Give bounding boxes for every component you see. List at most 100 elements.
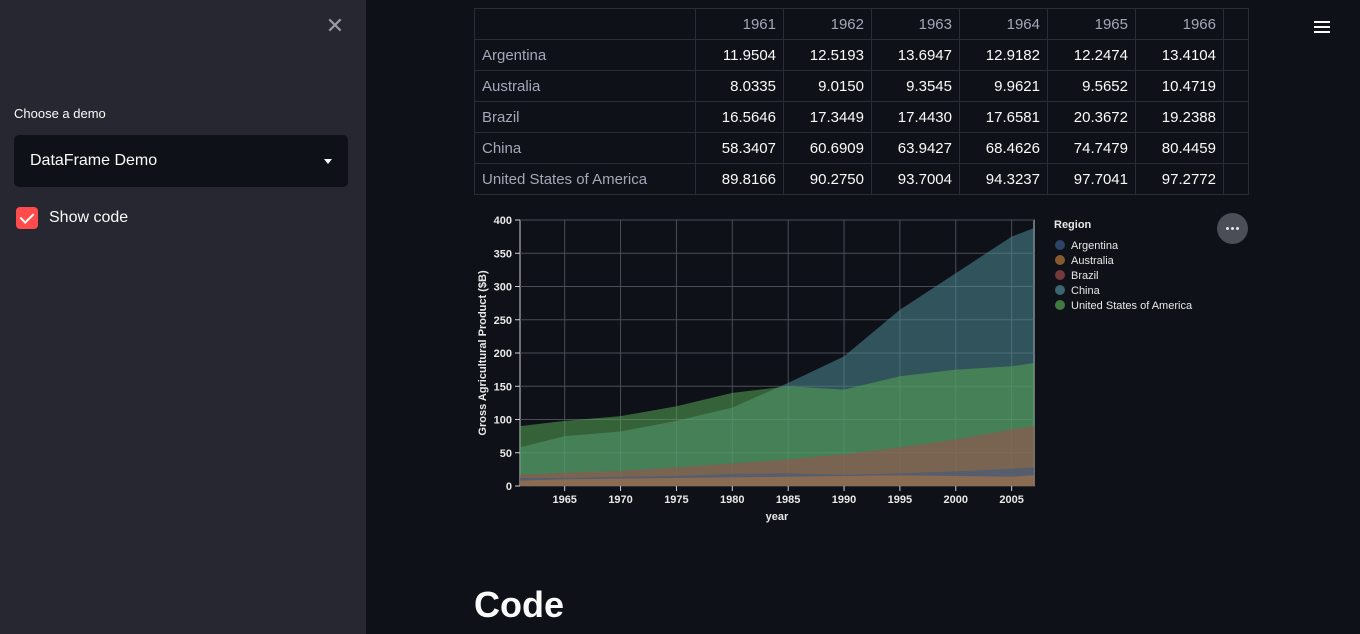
y-tick-label: 300 xyxy=(494,282,512,294)
table-cell[interactable]: 17.4430 xyxy=(871,101,960,133)
table-cell-empty xyxy=(1223,163,1249,195)
demo-select[interactable]: DataFrame Demo xyxy=(14,135,348,187)
table-row: Argentina 11.9504 12.5193 13.6947 12.9182 12.… xyxy=(474,39,1249,71)
table-cell[interactable]: 17.3449 xyxy=(783,101,872,133)
column-header[interactable]: 1961 xyxy=(695,8,784,40)
table-cell-empty xyxy=(1223,70,1249,102)
table-cell[interactable]: 16.5646 xyxy=(695,101,784,133)
table-cell[interactable]: 63.9427 xyxy=(871,132,960,164)
y-tick-label: 250 xyxy=(494,315,512,327)
area-chart: 1965 1970 1975 1980 1985 1990 1995 2000 2005 0 50 1… xyxy=(474,206,1274,536)
area-series-australia xyxy=(520,475,1034,486)
x-tick-label: 2005 xyxy=(999,494,1023,506)
table-cell[interactable]: 68.4626 xyxy=(959,132,1048,164)
choose-demo-label: Choose a demo xyxy=(14,106,106,121)
legend-label: Argentina xyxy=(1071,240,1119,252)
table-row: Brazil 16.5646 17.3449 17.4430 17.6581 20.367… xyxy=(474,101,1249,133)
table-cell[interactable]: 9.9621 xyxy=(959,70,1048,102)
table-cell[interactable]: 17.6581 xyxy=(959,101,1048,133)
table-cell[interactable]: 58.3407 xyxy=(695,132,784,164)
y-tick-label: 350 xyxy=(494,248,512,260)
table-cell[interactable]: 13.4104 xyxy=(1135,39,1224,71)
chart-more-actions-icon[interactable] xyxy=(1217,213,1248,244)
table-cell[interactable]: 97.2772 xyxy=(1135,163,1224,195)
sidebar: ✕ Choose a demo DataFrame Demo Show code xyxy=(0,0,366,634)
legend-label: Australia xyxy=(1071,255,1115,267)
table-cell[interactable]: 90.2750 xyxy=(783,163,872,195)
table-cell[interactable]: 9.0150 xyxy=(783,70,872,102)
table-cell[interactable]: 12.2474 xyxy=(1047,39,1136,71)
caret-down-icon xyxy=(324,159,332,164)
table-cell[interactable]: 74.7479 xyxy=(1047,132,1136,164)
y-tick-label: 200 xyxy=(494,348,512,360)
table-cell[interactable]: 97.7041 xyxy=(1047,163,1136,195)
table-cell[interactable]: 8.0335 xyxy=(695,70,784,102)
y-tick-label: 0 xyxy=(506,481,512,493)
chart-svg: 1965 1970 1975 1980 1985 1990 1995 2000 2005 0 50 1… xyxy=(477,215,1193,523)
x-tick-label: 2000 xyxy=(944,494,968,506)
hamburger-menu-icon[interactable] xyxy=(1312,18,1332,36)
close-sidebar-button[interactable]: ✕ xyxy=(325,13,345,38)
legend-label: United States of America xyxy=(1071,300,1193,312)
table-row: Australia 8.0335 9.0150 9.3545 9.9621 9.5652 1… xyxy=(474,70,1249,102)
show-code-label: Show code xyxy=(49,209,129,226)
row-header[interactable]: Argentina xyxy=(474,39,696,71)
x-tick-label: 1985 xyxy=(776,494,800,506)
y-tick-label: 100 xyxy=(494,415,512,427)
table-cell-empty xyxy=(1223,39,1249,71)
table-cell[interactable]: 9.5652 xyxy=(1047,70,1136,102)
y-tick-label: 400 xyxy=(494,215,512,227)
legend-swatch xyxy=(1055,285,1065,295)
table-cell[interactable]: 80.4459 xyxy=(1135,132,1224,164)
row-header[interactable]: Australia xyxy=(474,70,696,102)
table-cell[interactable]: 20.3672 xyxy=(1047,101,1136,133)
table-cell-empty xyxy=(1223,101,1249,133)
column-header-empty xyxy=(1223,8,1249,40)
column-header[interactable]: 1966 xyxy=(1135,8,1224,40)
row-header[interactable]: United States of America xyxy=(474,163,696,195)
legend-label: Brazil xyxy=(1071,270,1099,282)
table-cell[interactable]: 19.2388 xyxy=(1135,101,1224,133)
x-axis-label: year xyxy=(766,511,789,523)
y-axis-label: Gross Agricultural Product ($B) xyxy=(477,270,489,436)
table-cell[interactable]: 60.6909 xyxy=(783,132,872,164)
table-row: United States of America 89.8166 90.2750 93… xyxy=(474,163,1249,195)
y-tick-label: 50 xyxy=(500,448,512,460)
y-tick-label: 150 xyxy=(494,381,512,393)
table-cell[interactable]: 9.3545 xyxy=(871,70,960,102)
x-tick-label: 1975 xyxy=(664,494,688,506)
legend-swatch xyxy=(1055,270,1065,280)
x-tick-label: 1980 xyxy=(720,494,744,506)
column-header[interactable]: 1962 xyxy=(783,8,872,40)
x-tick-label: 1990 xyxy=(832,494,856,506)
legend-title: Region xyxy=(1054,219,1092,231)
demo-select-value: DataFrame Demo xyxy=(30,152,158,169)
legend-label: China xyxy=(1071,285,1101,297)
x-tick-label: 1995 xyxy=(888,494,912,506)
table-cell[interactable]: 94.3237 xyxy=(959,163,1048,195)
table-cell[interactable]: 11.9504 xyxy=(695,39,784,71)
table-corner-cell xyxy=(474,8,696,40)
area-series-brazil xyxy=(520,426,1034,486)
row-header[interactable]: Brazil xyxy=(474,101,696,133)
column-header[interactable]: 1965 xyxy=(1047,8,1136,40)
column-header[interactable]: 1964 xyxy=(959,8,1048,40)
code-heading: Code xyxy=(474,584,564,625)
table-header-row: 1961 1962 1963 1964 1965 1966 xyxy=(474,8,1249,40)
x-tick-label: 1965 xyxy=(552,494,576,506)
table-cell[interactable]: 10.4719 xyxy=(1135,70,1224,102)
legend-swatch xyxy=(1055,300,1065,310)
column-header[interactable]: 1963 xyxy=(871,8,960,40)
table-cell[interactable]: 13.6947 xyxy=(871,39,960,71)
table-cell[interactable]: 12.5193 xyxy=(783,39,872,71)
table-cell[interactable]: 93.7004 xyxy=(871,163,960,195)
table-cell[interactable]: 12.9182 xyxy=(959,39,1048,71)
table-cell[interactable]: 89.8166 xyxy=(695,163,784,195)
legend-swatch xyxy=(1055,255,1065,265)
dataframe-table: 1961 1962 1963 1964 1965 1966 Argentina 1… xyxy=(474,8,1249,195)
show-code-checkbox[interactable]: Show code xyxy=(16,207,128,229)
checkbox-checked-icon[interactable] xyxy=(16,207,38,229)
legend-swatch xyxy=(1055,240,1065,250)
row-header[interactable]: China xyxy=(474,132,696,164)
x-tick-label: 1970 xyxy=(608,494,632,506)
